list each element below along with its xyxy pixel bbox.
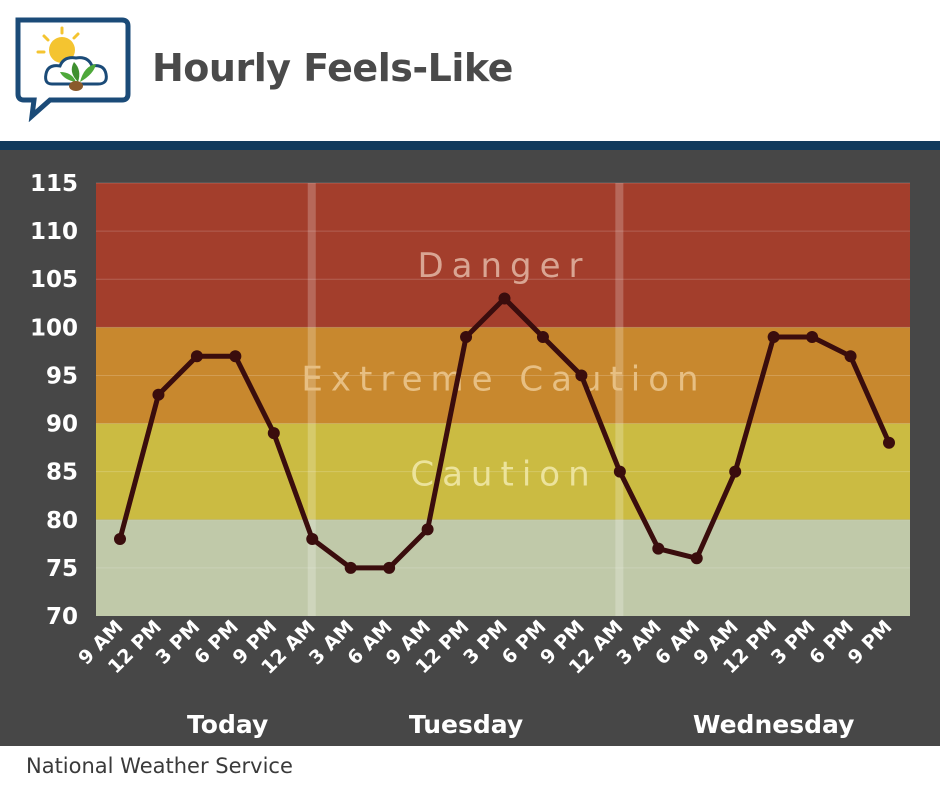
data-point <box>729 465 742 478</box>
zone-label: Danger <box>417 246 590 286</box>
y-axis-ticks: 70 75 80 85 90 95 100 105 110 115 <box>30 171 78 630</box>
data-point <box>344 561 357 574</box>
footer <box>0 746 940 788</box>
data-point <box>152 388 165 401</box>
band-2 <box>96 423 910 520</box>
y-tick-label: 75 <box>46 556 78 582</box>
header: Hourly Feels-Like <box>0 0 940 141</box>
feels-like-series <box>114 292 895 574</box>
page-title: Hourly Feels-Like <box>152 46 513 90</box>
day-label: Wednesday <box>693 710 854 739</box>
y-tick-label: 80 <box>46 508 78 534</box>
data-point <box>267 427 280 440</box>
data-point <box>575 369 588 382</box>
day-dividers <box>307 183 624 616</box>
data-point <box>306 533 319 546</box>
zone-label: Extreme Caution <box>301 359 706 399</box>
data-point <box>613 465 626 478</box>
data-point <box>767 330 780 343</box>
data-point <box>190 350 203 363</box>
y-tick-label: 95 <box>46 363 78 389</box>
x-tick-label: 9 PM <box>844 616 897 669</box>
weather-heat-logo-icon <box>15 17 131 122</box>
y-tick-label: 90 <box>46 412 78 438</box>
data-point <box>383 561 396 574</box>
data-point <box>883 436 895 449</box>
data-point <box>690 552 703 565</box>
day-label: Today <box>187 710 268 739</box>
day-divider <box>307 183 316 616</box>
y-tick-label: 110 <box>30 219 78 245</box>
y-tick-label: 100 <box>30 315 78 341</box>
data-point <box>806 330 819 343</box>
day-divider <box>615 183 624 616</box>
y-tick-label: 105 <box>30 267 78 293</box>
data-point <box>498 292 511 305</box>
day-label: Tuesday <box>409 710 523 739</box>
data-point <box>229 350 242 363</box>
y-tick-label: 115 <box>30 171 78 197</box>
band-3 <box>96 519 910 616</box>
data-point <box>652 542 665 555</box>
header-divider <box>0 141 940 150</box>
day-labels: Today Tuesday Wednesday <box>187 710 854 739</box>
data-point <box>421 523 434 536</box>
y-tick-label: 70 <box>46 604 78 630</box>
data-point <box>536 330 549 343</box>
data-point <box>114 533 126 546</box>
gridlines <box>96 182 910 569</box>
data-point <box>460 330 473 343</box>
source-credit: National Weather Service <box>26 754 293 778</box>
data-point <box>844 350 857 363</box>
y-tick-label: 85 <box>46 460 78 486</box>
